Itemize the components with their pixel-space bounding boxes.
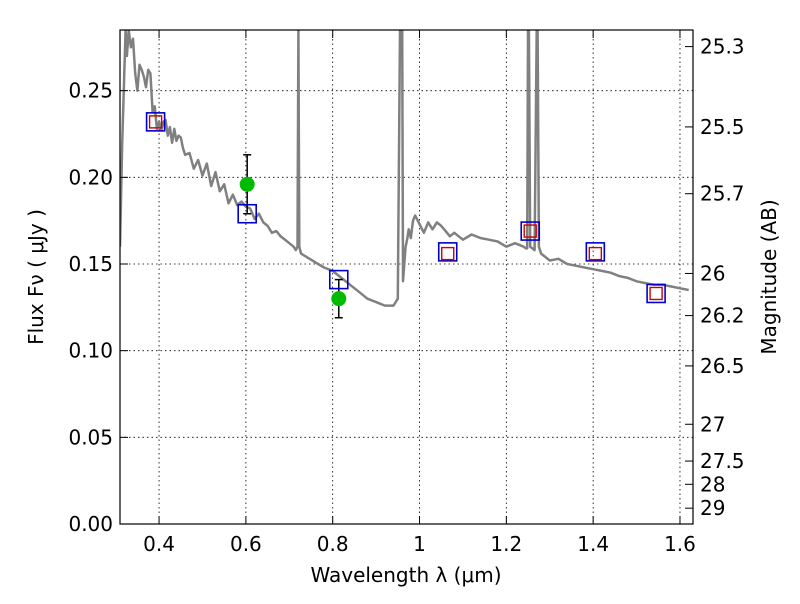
mag-tick-label: 28 (700, 472, 725, 496)
x-tick-label: 1.2 (490, 532, 522, 556)
x-axis-title: Wavelength λ (μm) (310, 563, 501, 587)
right-axis-title: Magnitude (AB) (757, 199, 781, 354)
tick-labels: 0.4 0.6 0.8 1 1.2 1.4 1.6 0.00 0.05 0.10 0.15 0.20 0… (68, 35, 744, 556)
ir-point (148, 115, 163, 129)
model-point (328, 269, 349, 290)
ir-point (441, 246, 455, 261)
y-tick-label: 0.00 (68, 512, 113, 536)
x-tick-label: 1.4 (577, 532, 609, 556)
x-tick-label: 0.8 (317, 532, 349, 556)
mag-tick-label: 26.2 (700, 304, 745, 328)
mag-tick-label: 27.5 (700, 449, 745, 473)
model-point (145, 112, 166, 132)
mag-tick-label: 29 (700, 496, 725, 520)
mag-tick-label: 27 (700, 412, 725, 436)
x-tick-label: 0.4 (143, 532, 175, 556)
ir-point (588, 246, 603, 261)
y-tick-label: 0.10 (68, 339, 113, 363)
ir-point (649, 286, 663, 301)
mag-tick-label: 26 (700, 261, 725, 285)
y-tick-label: 0.15 (68, 252, 113, 276)
plot-background (120, 30, 693, 524)
model-point (237, 203, 257, 224)
model-point (520, 221, 541, 241)
model-point (585, 242, 606, 262)
tick-marks (120, 30, 693, 525)
mag-tick-label: 25.7 (700, 182, 745, 206)
observed-point (239, 176, 255, 192)
model-point (646, 283, 666, 304)
ir-point (523, 224, 537, 238)
mag-tick-label: 25.3 (700, 35, 745, 59)
mag-tick-label: 26.5 (700, 354, 745, 378)
observed-point (331, 291, 347, 307)
y-tick-label: 0.25 (68, 79, 113, 103)
marker-layer (145, 112, 666, 319)
x-tick-label: 0.6 (230, 532, 262, 556)
x-tick-label: 1.6 (664, 532, 696, 556)
plot-frame (119, 29, 694, 525)
model-point (437, 242, 458, 262)
mag-tick-label: 25.5 (700, 115, 745, 139)
y-axis-title: Flux Fν ( μJy ) (24, 209, 48, 345)
y-tick-label: 0.05 (68, 425, 113, 449)
x-tick-label: 1 (413, 532, 426, 556)
y-tick-label: 0.20 (68, 165, 113, 189)
